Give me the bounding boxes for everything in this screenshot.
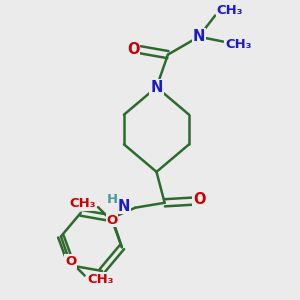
Text: CH₃: CH₃ [87, 273, 114, 286]
Text: H: H [106, 194, 117, 206]
Text: O: O [106, 214, 118, 227]
Text: O: O [193, 192, 206, 207]
Text: O: O [127, 42, 139, 57]
Text: CH₃: CH₃ [217, 4, 243, 17]
Text: N: N [118, 199, 130, 214]
Text: CH₃: CH₃ [69, 197, 95, 210]
Text: N: N [193, 28, 205, 44]
Text: O: O [65, 255, 76, 268]
Text: N: N [150, 80, 163, 95]
Text: CH₃: CH₃ [225, 38, 251, 51]
